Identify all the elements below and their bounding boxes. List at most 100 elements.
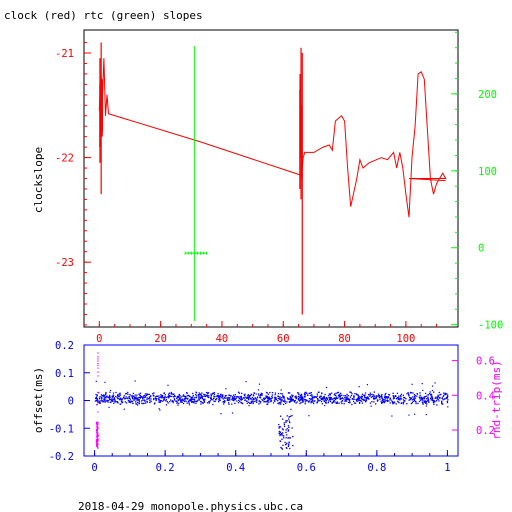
offset-point: [383, 400, 385, 402]
offset-point: [377, 393, 380, 395]
offset-point: [376, 400, 379, 402]
offset-point: [109, 398, 111, 400]
offset-point: [105, 400, 107, 403]
offset-point: [339, 398, 341, 400]
offset-point: [121, 399, 123, 401]
offset-series: [94, 380, 449, 450]
offset-point: [364, 396, 366, 399]
offset-point: [300, 394, 302, 396]
offset-point: [119, 398, 121, 400]
offset-point: [188, 395, 190, 397]
offset-point: [158, 398, 160, 401]
offset-outlier: [274, 397, 276, 399]
offset-point: [274, 393, 276, 396]
offset-point: [226, 397, 229, 399]
rnd-trip-point: [95, 439, 98, 442]
offset-point: [138, 400, 141, 403]
bottom-y2-tick-label: 0.2: [476, 425, 495, 437]
offset-dip-point: [288, 426, 290, 429]
offset-point: [341, 394, 343, 396]
offset-point: [131, 400, 133, 403]
offset-point: [436, 404, 438, 406]
offset-point: [446, 396, 448, 399]
offset-point: [150, 395, 152, 397]
offset-point: [312, 402, 315, 405]
offset-point: [413, 397, 415, 399]
offset-dip-point: [279, 440, 281, 442]
offset-point: [169, 401, 171, 403]
offset-point: [398, 397, 400, 400]
offset-point: [405, 398, 407, 400]
offset-point: [330, 397, 333, 399]
offset-point: [121, 398, 124, 400]
offset-point: [402, 399, 405, 401]
offset-point: [115, 395, 117, 398]
offset-point: [416, 395, 418, 397]
offset-point: [392, 398, 395, 400]
offset-outlier: [421, 383, 423, 385]
offset-dip-point: [292, 444, 294, 447]
offset-point: [361, 393, 364, 395]
offset-point: [385, 392, 387, 395]
offset-point: [150, 400, 152, 402]
rnd-trip-point: [97, 437, 99, 439]
offset-point: [104, 397, 106, 399]
offset-point: [310, 402, 312, 404]
offset-outlier: [290, 408, 292, 410]
offset-point: [297, 392, 300, 394]
offset-point: [334, 401, 336, 403]
offset-point: [208, 401, 211, 403]
offset-outlier: [136, 401, 139, 404]
offset-point: [113, 398, 115, 401]
offset-outlier: [358, 386, 360, 388]
offset-point: [100, 394, 103, 396]
offset-point: [280, 403, 282, 405]
offset-point: [156, 395, 159, 397]
offset-point: [138, 393, 140, 395]
offset-point: [398, 395, 400, 397]
offset-point: [351, 397, 354, 400]
offset-point: [248, 399, 250, 401]
offset-point: [212, 397, 215, 400]
offset-point: [423, 401, 426, 403]
offset-point: [441, 397, 443, 399]
offset-point: [412, 392, 414, 394]
offset-point: [123, 395, 125, 397]
offset-point: [245, 396, 247, 398]
offset-point: [411, 402, 414, 404]
offset-point: [194, 396, 196, 399]
offset-point: [387, 395, 389, 398]
offset-point: [142, 399, 144, 401]
offset-point: [389, 402, 391, 404]
offset-point: [332, 401, 335, 403]
offset-point: [300, 393, 303, 396]
offset-point: [195, 397, 198, 399]
offset-dip-point: [286, 420, 288, 422]
offset-point: [213, 395, 215, 397]
offset-dip-point: [279, 433, 281, 436]
offset-point: [348, 399, 350, 401]
offset-point: [96, 400, 98, 402]
rnd-trip-point: [96, 426, 99, 429]
offset-point: [445, 397, 447, 400]
offset-point: [95, 393, 97, 396]
offset-point: [258, 400, 260, 402]
offset-point: [305, 391, 307, 394]
offset-point: [309, 394, 312, 397]
offset-point: [410, 392, 413, 394]
offset-point: [213, 400, 215, 402]
offset-point: [229, 394, 231, 396]
offset-point: [198, 399, 201, 401]
offset-point: [128, 401, 130, 403]
offset-point: [181, 401, 183, 403]
offset-point: [173, 398, 176, 400]
offset-point: [436, 398, 438, 400]
offset-point: [335, 392, 337, 394]
offset-point: [120, 398, 123, 401]
offset-point: [419, 392, 421, 394]
offset-point: [358, 396, 360, 398]
offset-point: [99, 402, 101, 405]
offset-point: [337, 394, 340, 397]
offset-outlier: [236, 396, 238, 398]
top-x-tick-label: 60: [277, 333, 290, 345]
